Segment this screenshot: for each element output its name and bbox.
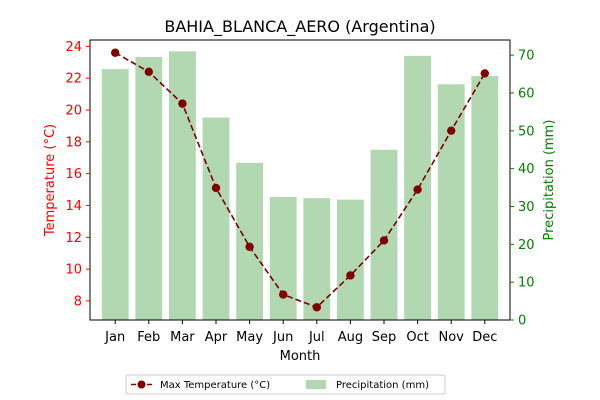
x-tick-label: Mar [170,330,195,345]
x-tick-label: Jun [272,330,293,345]
x-tick-label: Apr [205,330,228,345]
y-axis-right: 0 10 20 30 40 50 60 70 [510,49,535,329]
y-axis-left: 8 10 12 14 16 18 20 22 24 [65,40,90,309]
y-right-tick-label: 50 [518,124,535,139]
temperature-point-jul [312,303,321,312]
y-axis-right-label: Precipitation (mm) [542,120,557,241]
y-left-tick-label: 18 [65,135,82,150]
x-tick-label: Jul [308,330,325,345]
x-tick-label: Oct [406,330,428,345]
y-axis-left-label: Temperature (°C) [43,124,58,237]
y-right-tick-label: 70 [518,49,535,64]
x-tick-label: Aug [338,330,363,345]
temperature-point-jan [111,48,120,57]
temperature-point-apr [211,183,221,193]
temperature-point-oct [413,185,422,194]
legend-box [125,374,446,395]
y-left-tick-label: 24 [65,40,82,55]
legend-precipitation-swatch [306,380,326,389]
y-left-tick-label: 20 [65,104,82,119]
y-right-tick-label: 0 [518,314,526,329]
precipitation-bars [101,51,499,321]
y-right-tick-label: 40 [518,162,535,177]
legend-temperature-marker [137,380,146,389]
x-tick-label: Dec [472,330,497,345]
y-left-tick-label: 8 [74,294,82,309]
precipitation-bar-aug [336,199,364,320]
y-left-tick-label: 10 [65,263,82,278]
precipitation-bar-sep [370,149,398,320]
temperature-point-may [245,242,254,252]
y-left-tick-label: 12 [65,231,82,246]
temperature-point-sep [379,236,389,245]
precipitation-bar-may [236,162,264,320]
y-right-tick-label: 60 [518,86,535,101]
temperature-point-jun [279,290,288,299]
y-right-tick-label: 30 [518,200,535,215]
y-right-tick-label: 20 [518,238,535,253]
x-tick-label: Nov [439,330,465,345]
temperature-series-line [114,52,486,309]
y-right-tick-label: 10 [518,276,535,291]
legend-temperature-label: Max Temperature (°C) [160,380,270,391]
x-axis: Jan Feb Mar Apr May Jun Jul Aug Sep Oct Nov Dec [104,320,497,345]
y-left-tick-label: 16 [65,167,82,182]
x-tick-label: Jan [104,330,125,345]
precipitation-bar-apr [202,117,230,320]
legend: Max Temperature (°C) Precipitation (mm) [125,374,446,395]
plot-frame [89,39,511,321]
x-tick-label: Sep [372,330,397,345]
temperature-point-aug [346,271,355,280]
precipitation-bar-dec [471,75,499,320]
temperature-point-nov [447,126,456,135]
temperature-point-mar [178,99,187,108]
chart-title: BAHIA_BLANCA_AERO (Argentina) [164,17,435,37]
temperature-point-dec [480,69,489,78]
precipitation-bar-mar [168,51,196,321]
temperature-point-feb [144,67,153,77]
x-tick-label: Feb [137,330,160,345]
y-left-tick-label: 14 [65,199,82,214]
precipitation-bar-jun [269,197,297,320]
temperature-line [111,48,489,312]
precipitation-bar-jan [101,69,129,320]
x-tick-label: May [236,330,263,345]
y-left-tick-label: 22 [65,72,82,87]
legend-precipitation-label: Precipitation (mm) [336,380,429,391]
x-axis-label: Month [280,349,321,364]
precipitation-bar-nov [437,84,465,321]
precipitation-bar-feb [135,57,163,320]
precipitation-bar-jul [303,198,331,320]
